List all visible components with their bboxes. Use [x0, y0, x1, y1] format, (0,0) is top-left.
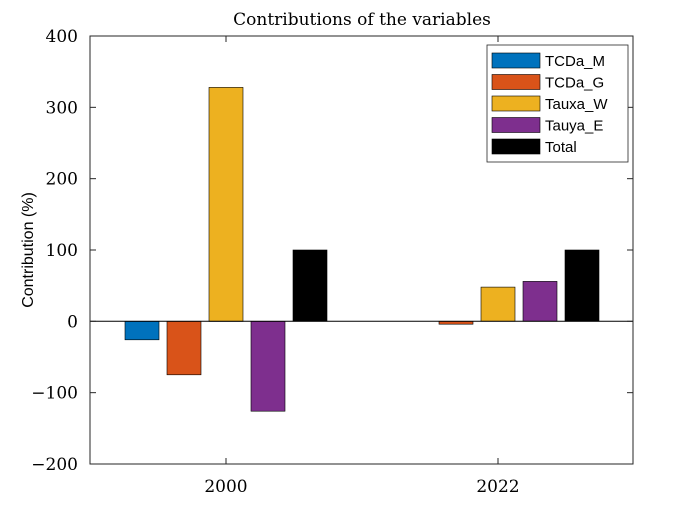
bar-tauya-e-2000 — [250, 320, 286, 412]
x-tick-label: 2000 — [204, 477, 247, 497]
y-tick-label: 0 — [67, 312, 78, 332]
x-tick-label: 2022 — [476, 477, 519, 497]
y-tick-label: −200 — [31, 455, 78, 475]
legend-label-tauya-e: Tauya_E — [545, 118, 603, 135]
y-tick-label: 200 — [46, 170, 78, 190]
legend-label-tcda-m: TCDa_M — [545, 53, 605, 70]
y-axis-label: Contribution (%) — [20, 192, 37, 308]
bar-tauxa-w-2000 — [208, 87, 244, 322]
bar-total-2022 — [564, 249, 600, 322]
bar-tcda-m-2000 — [124, 320, 160, 341]
legend: TCDa_M TCDa_G Tauxa_W Tauya_E Total — [486, 44, 629, 163]
y-tick-label: 100 — [46, 241, 78, 261]
x-axis: 2000 2022 — [204, 36, 520, 497]
legend-label-total: Total — [545, 139, 577, 156]
chart-title: Contributions of the variables — [233, 10, 491, 30]
bars-group — [124, 87, 600, 412]
y-tick-label: −100 — [31, 384, 78, 404]
legend-swatch-tauya-e — [491, 117, 541, 133]
y-axis: −200 −100 0 100 200 300 400 — [31, 27, 633, 475]
bar-tauxa-w-2022 — [480, 286, 516, 322]
bar-tcda-g-2000 — [166, 320, 202, 376]
bar-tauya-e-2022 — [522, 281, 558, 322]
legend-label-tauxa-w: Tauxa_W — [545, 96, 608, 113]
y-tick-label: 300 — [46, 98, 78, 118]
y-tick-label: 400 — [46, 27, 78, 47]
bar-total-2000 — [292, 249, 328, 322]
legend-swatch-tauxa-w — [491, 95, 541, 112]
legend-swatch-total — [491, 138, 541, 155]
legend-swatch-tcda-m — [491, 52, 541, 69]
legend-swatch-tcda-g — [491, 74, 541, 90]
legend-label-tcda-g: TCDa_G — [545, 75, 604, 92]
